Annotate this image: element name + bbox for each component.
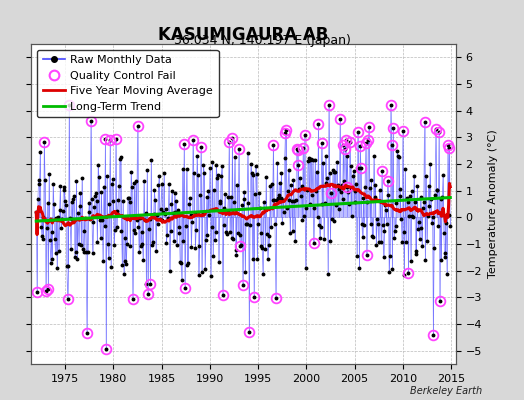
Y-axis label: Temperature Anomaly (°C): Temperature Anomaly (°C): [488, 130, 498, 278]
Legend: Raw Monthly Data, Quality Control Fail, Five Year Moving Average, Long-Term Tren: Raw Monthly Data, Quality Control Fail, …: [37, 50, 219, 117]
Title: KASUMIGAURA AB: KASUMIGAURA AB: [158, 26, 329, 44]
Text: 36.034 N, 140.197 E (Japan): 36.034 N, 140.197 E (Japan): [173, 34, 351, 47]
Text: Berkeley Earth: Berkeley Earth: [410, 386, 482, 396]
